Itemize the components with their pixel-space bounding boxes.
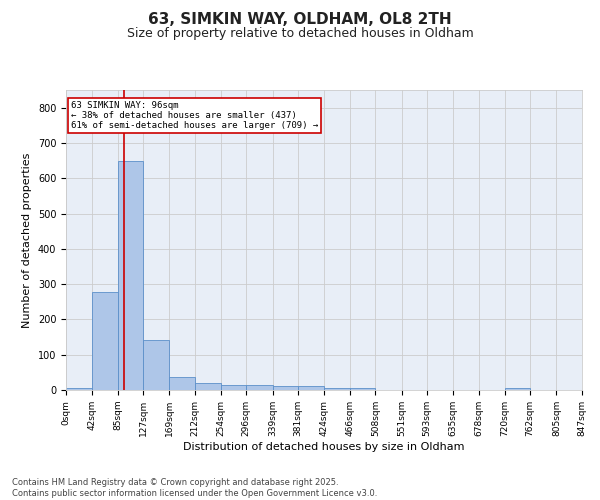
Bar xyxy=(118,162,143,390)
Bar xyxy=(350,388,376,390)
Bar xyxy=(298,386,325,390)
Bar xyxy=(505,388,530,390)
Text: Size of property relative to detached houses in Oldham: Size of property relative to detached ho… xyxy=(127,28,473,40)
Bar xyxy=(247,386,272,390)
Text: 63 SIMKIN WAY: 96sqm
← 38% of detached houses are smaller (437)
61% of semi-deta: 63 SIMKIN WAY: 96sqm ← 38% of detached h… xyxy=(71,100,318,130)
Bar xyxy=(195,383,221,390)
Bar xyxy=(143,340,169,390)
Text: Contains HM Land Registry data © Crown copyright and database right 2025.
Contai: Contains HM Land Registry data © Crown c… xyxy=(12,478,377,498)
Bar xyxy=(221,385,247,390)
Bar xyxy=(272,386,298,390)
Bar xyxy=(169,376,195,390)
Text: 63, SIMKIN WAY, OLDHAM, OL8 2TH: 63, SIMKIN WAY, OLDHAM, OL8 2TH xyxy=(148,12,452,28)
X-axis label: Distribution of detached houses by size in Oldham: Distribution of detached houses by size … xyxy=(183,442,465,452)
Bar xyxy=(66,388,92,390)
Bar xyxy=(92,292,118,390)
Bar xyxy=(325,388,350,390)
Y-axis label: Number of detached properties: Number of detached properties xyxy=(22,152,32,328)
